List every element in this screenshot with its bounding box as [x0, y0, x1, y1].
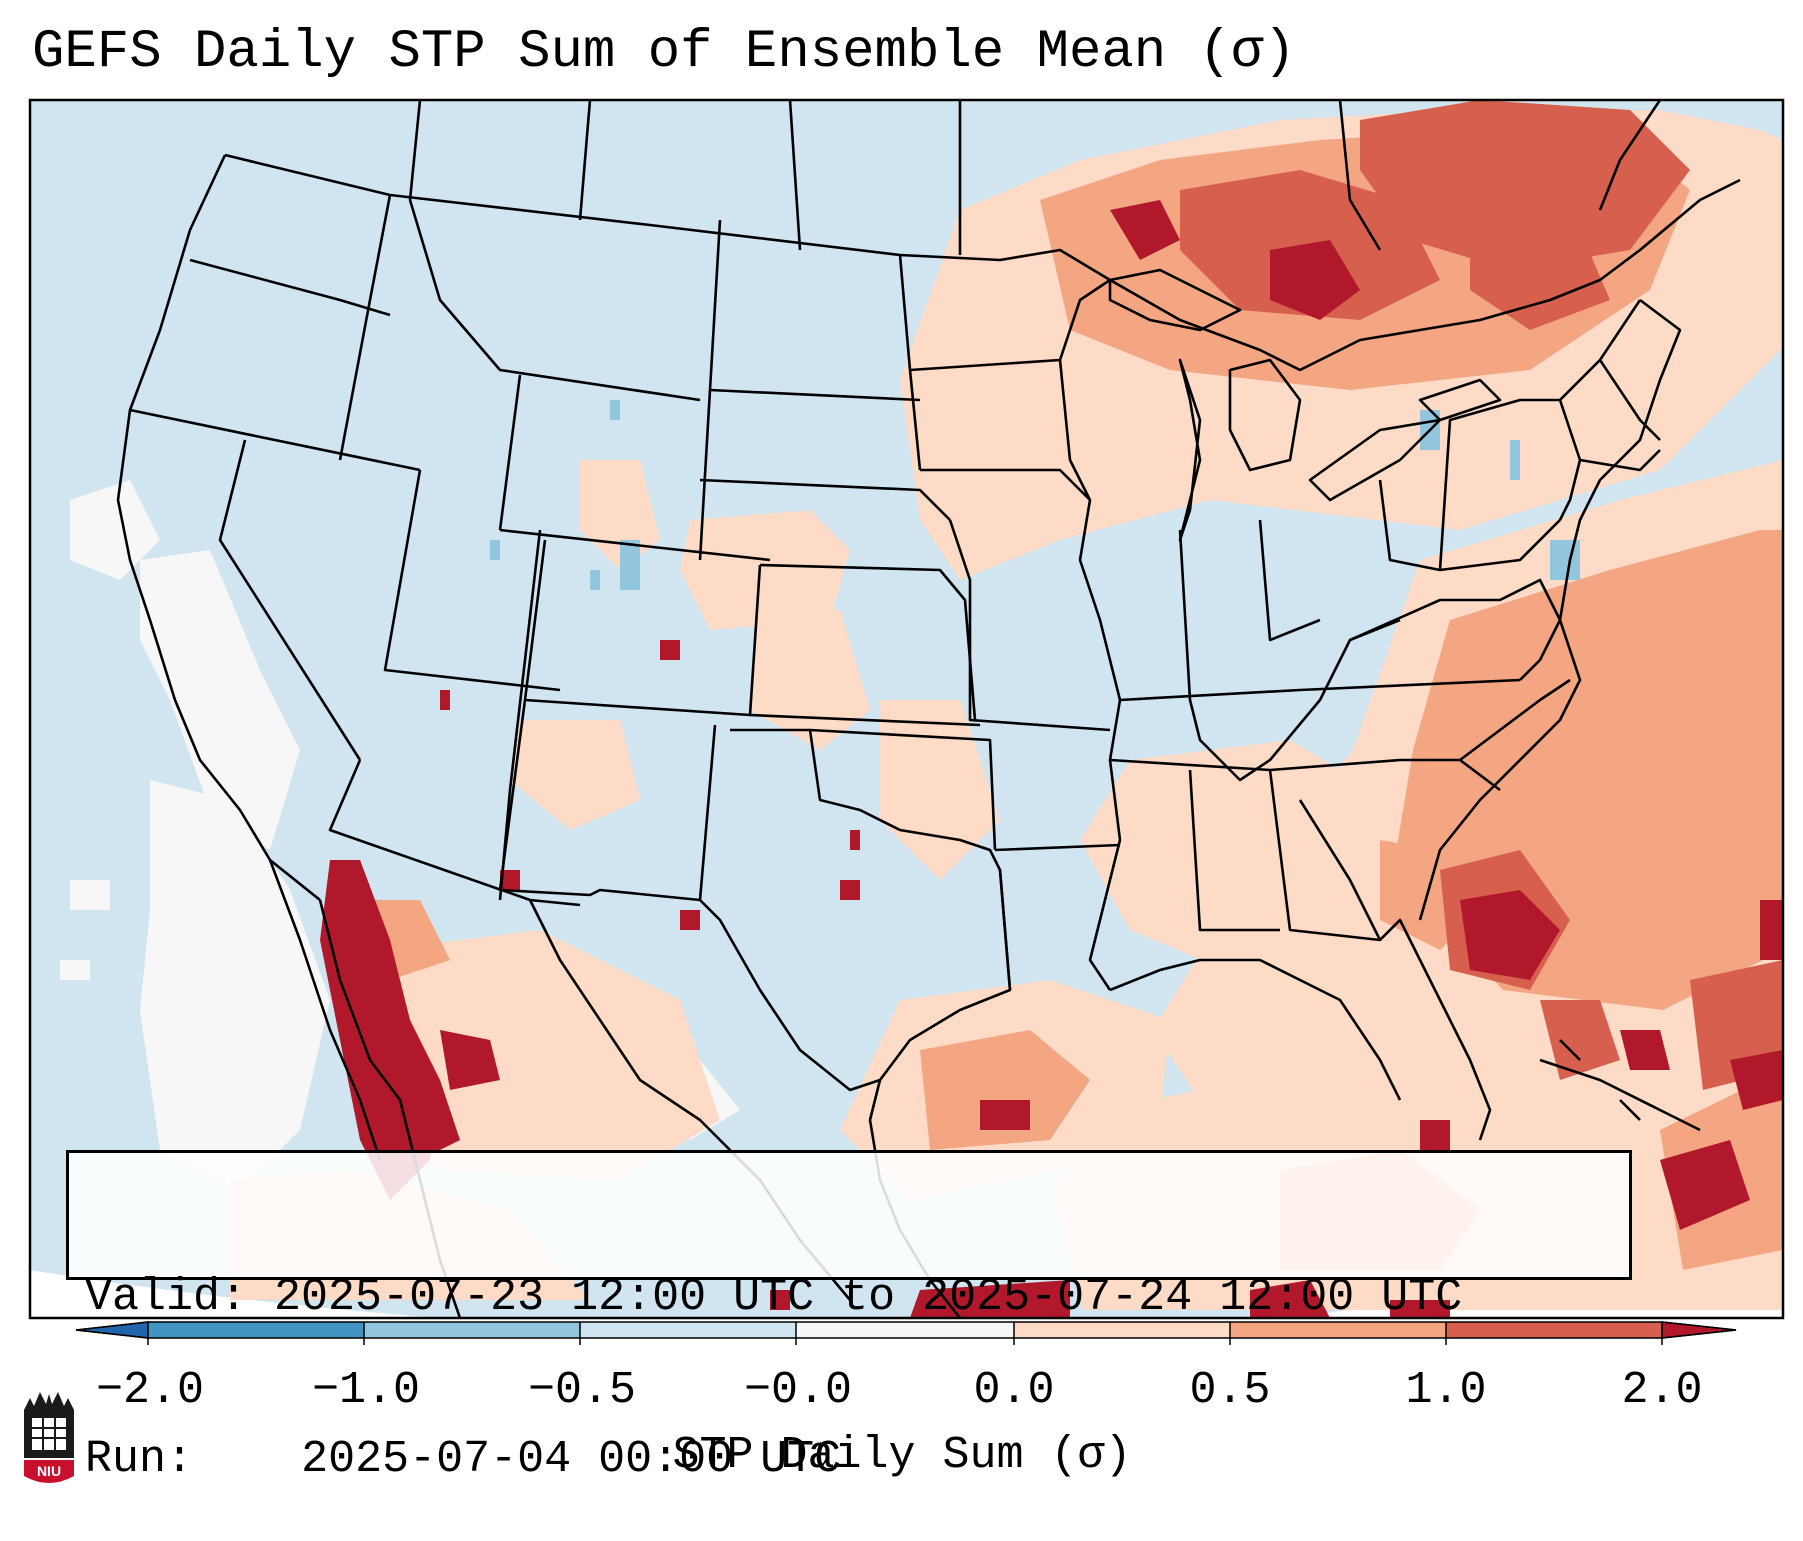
colorbar-bin-5: [1014, 1322, 1230, 1338]
map-canvas: [28, 98, 1785, 1345]
colorbar-bin-1: [148, 1322, 364, 1338]
colorbar-tick-marks: [147, 1322, 1663, 1345]
colorbar-tick-label: −1.0: [311, 1365, 421, 1416]
colorbar-tick-label: −2.0: [95, 1365, 205, 1416]
political-borders: [116, 100, 1741, 1318]
colorbar-bin-3: [580, 1322, 796, 1338]
run-value: 2025-07-04 00:00 UTC: [301, 1434, 842, 1485]
colorbar-tick-label: 0.0: [973, 1365, 1055, 1416]
colorbar-bin-7: [1446, 1322, 1662, 1338]
colorbar-bin-6: [1230, 1322, 1446, 1338]
run-label: Run:: [85, 1434, 194, 1485]
colorbar-bin-2: [364, 1322, 580, 1338]
field-1.0-to-2.0: [1180, 100, 1783, 1090]
colorbar-tick-label: −0.5: [527, 1365, 637, 1416]
colorbar-tick-label: 2.0: [1621, 1365, 1703, 1416]
colorbar-bin-4: [796, 1322, 1014, 1338]
run-info-box: Valid: 2025-07-23 12:00 UTC to 2025-07-2…: [66, 1150, 1632, 1485]
colorbar: [75, 1321, 1737, 1345]
chart-title: GEFS Daily STP Sum of Ensemble Mean (σ): [32, 22, 1296, 83]
colorbar-label: STP Daily Sum (σ): [672, 1430, 1132, 1481]
valid-value: 2025-07-23 12:00 UTC to 2025-07-24 12:00…: [274, 1272, 1463, 1323]
colorbar-extend-high: [1661, 1321, 1737, 1339]
field-above-2.0: [320, 200, 1783, 1318]
valid-row: Valid: 2025-07-23 12:00 UTC to 2025-07-2…: [85, 1271, 1629, 1325]
colorbar-tick-label: −0.0: [743, 1365, 853, 1416]
svg-text:NIU: NIU: [37, 1463, 61, 1479]
colorbar-tick-label: 0.5: [1189, 1365, 1271, 1416]
niu-logo: NIU: [24, 1392, 74, 1483]
colorbar-tick-label: 1.0: [1405, 1365, 1487, 1416]
map-frame: [28, 98, 1785, 1320]
valid-label: Valid:: [85, 1272, 248, 1323]
run-row: Run: 2025-07-04 00:00 UTC: [85, 1433, 1629, 1487]
